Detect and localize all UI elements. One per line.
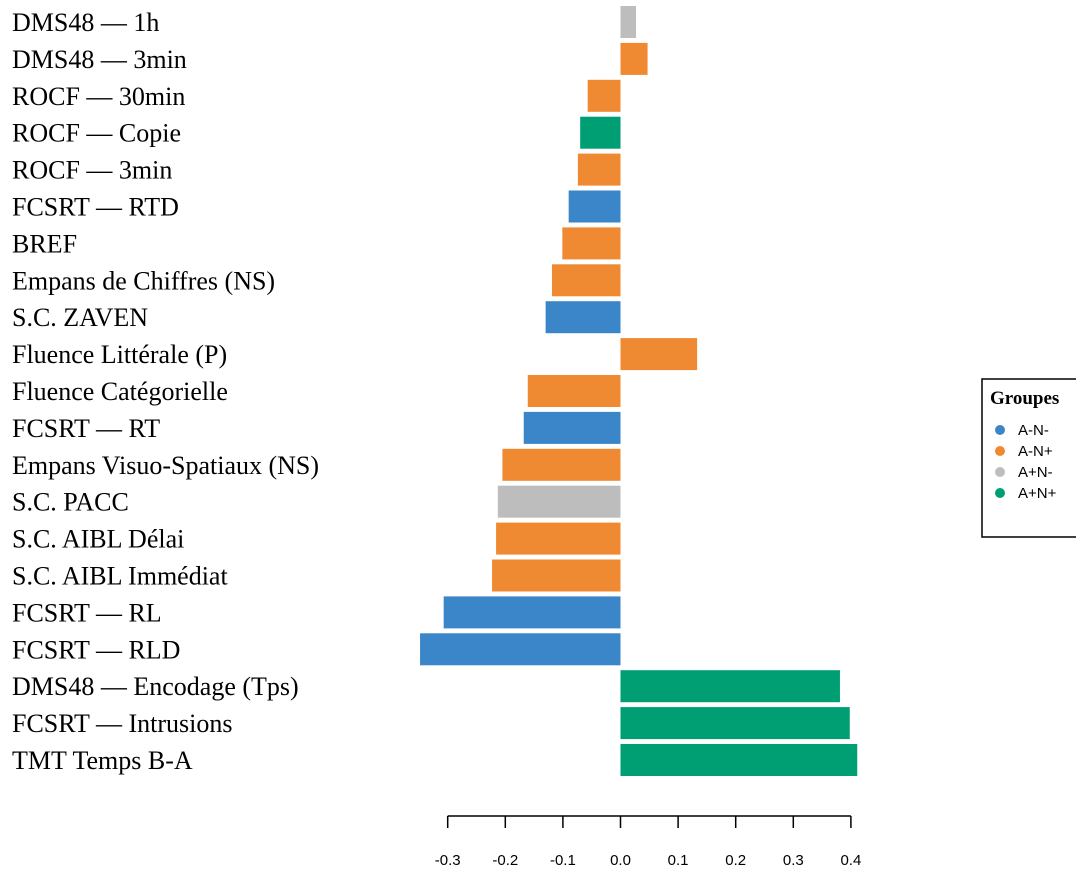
bar	[496, 522, 621, 555]
category-label: FCSRT — RL	[12, 598, 162, 627]
x-tick-label: 0.1	[668, 852, 689, 869]
category-label: DMS48 — Encodage (Tps)	[12, 672, 299, 701]
category-label: ROCF — Copie	[12, 119, 181, 148]
legend-title: Groupes	[990, 388, 1059, 409]
bar	[587, 79, 621, 112]
bar	[577, 153, 621, 186]
category-label: S.C. AIBL Immédiat	[12, 562, 228, 591]
category-label: Fluence Littérale (P)	[12, 340, 227, 369]
bar	[620, 670, 840, 703]
bars	[420, 6, 858, 776]
category-label: FCSRT — RLD	[12, 635, 180, 664]
legend-box	[981, 378, 1076, 538]
x-tick-label: 0.3	[783, 852, 804, 869]
category-label: S.C. ZAVEN	[12, 303, 148, 332]
bar	[620, 42, 648, 75]
bar	[620, 338, 698, 371]
legend-label: A-N+	[1018, 443, 1053, 460]
category-label: Fluence Catégorielle	[12, 377, 228, 406]
legend-marker	[995, 425, 1005, 435]
legend-label: A+N-	[1018, 464, 1053, 481]
category-label: Empans Visuo-Spatiaux (NS)	[12, 451, 319, 480]
bar	[527, 375, 621, 407]
category-label: S.C. PACC	[12, 488, 129, 517]
bar	[620, 707, 850, 740]
x-tick-label: -0.2	[492, 852, 518, 869]
x-tick-label: -0.3	[435, 852, 461, 869]
bar	[545, 301, 621, 334]
bar	[502, 448, 621, 481]
category-label: FCSRT — RTD	[12, 193, 179, 222]
category-label: BREF	[12, 229, 77, 258]
legend-label: A-N-	[1018, 422, 1049, 439]
category-label: DMS48 — 3min	[12, 45, 187, 74]
category-label: ROCF — 30min	[12, 82, 185, 111]
bar	[562, 227, 621, 260]
bar	[443, 596, 621, 629]
category-label: TMT Temps B-A	[12, 746, 193, 775]
bar	[620, 6, 637, 38]
x-tick-label: 0.2	[725, 852, 746, 869]
legend-marker	[995, 446, 1005, 456]
bar	[551, 264, 621, 297]
bar	[620, 744, 858, 776]
x-tick-label: 0.4	[840, 852, 861, 869]
category-label: Empans de Chiffres (NS)	[12, 266, 275, 295]
bar	[492, 559, 621, 592]
legend-marker	[995, 488, 1005, 498]
category-label: FCSRT — RT	[12, 414, 160, 443]
category-label: S.C. AIBL Délai	[12, 525, 184, 554]
category-label: DMS48 — 1h	[12, 8, 159, 37]
category-labels: DMS48 — 1h DMS48 — 3min ROCF — 30min ROCF —…	[12, 8, 319, 775]
bar	[497, 485, 621, 518]
bar	[580, 116, 621, 149]
bar	[523, 411, 621, 444]
category-label: FCSRT — Intrusions	[12, 709, 232, 738]
x-tick-label: 0.0	[610, 852, 631, 869]
bar	[420, 633, 621, 666]
legend-label: A+N+	[1018, 485, 1057, 502]
bar	[568, 190, 621, 223]
legend-marker	[995, 467, 1005, 477]
category-label: ROCF — 3min	[12, 156, 172, 185]
x-tick-label: -0.1	[550, 852, 576, 869]
legend: Groupes A-N- A-N+ A+N- A+N+	[981, 378, 1076, 538]
x-axis: -0.3 -0.2 -0.1 0.0 0.1 0.2 0.3 0.4	[435, 815, 861, 869]
